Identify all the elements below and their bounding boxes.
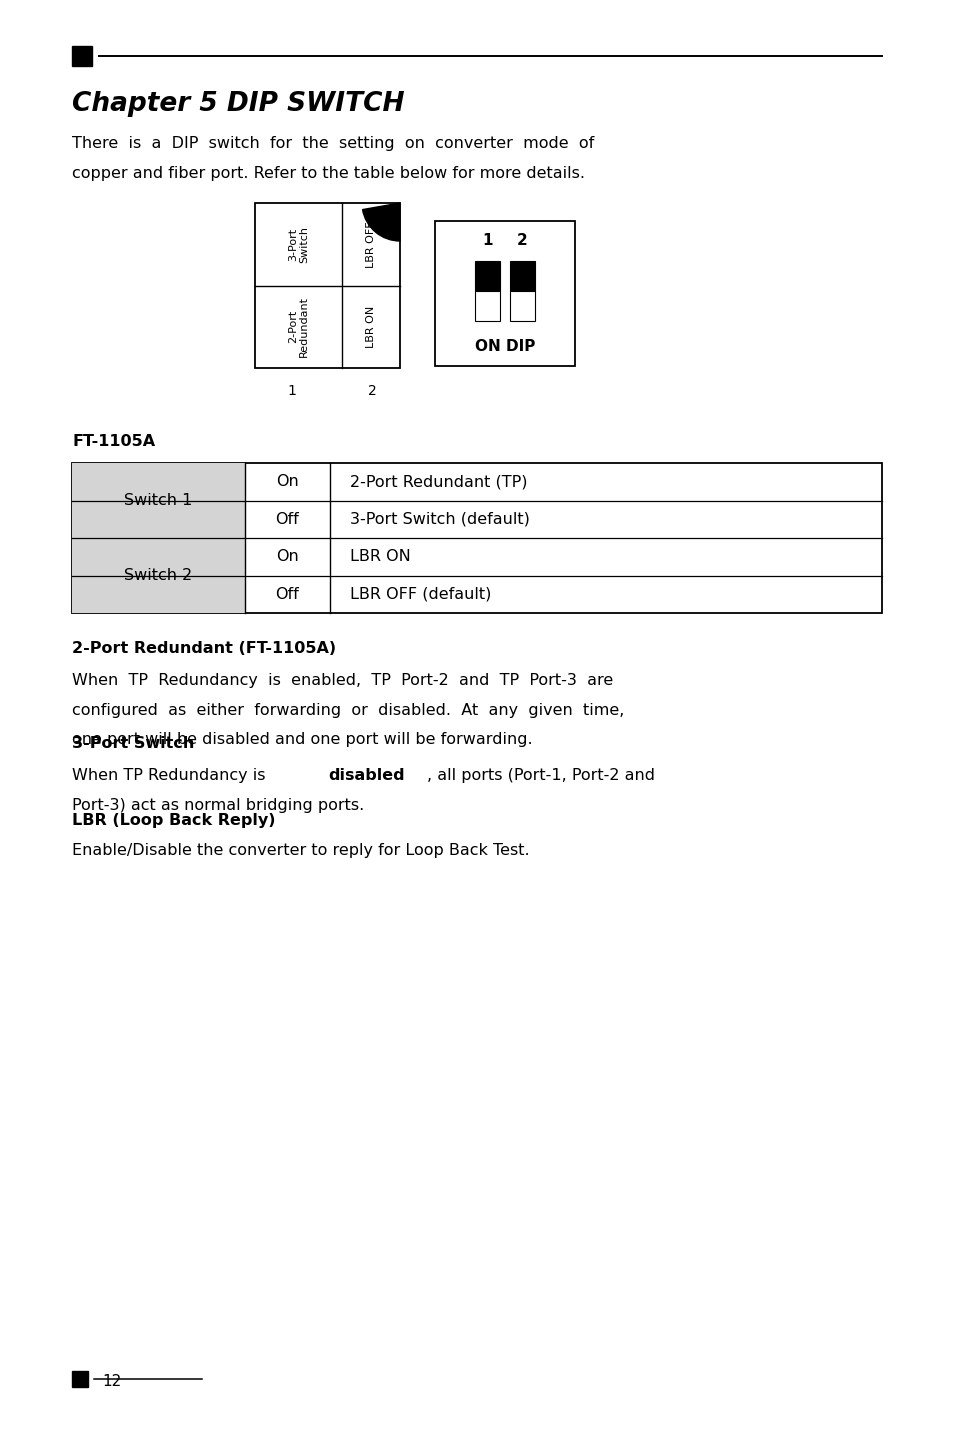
Text: 1: 1 [482,233,493,248]
Bar [475,260,499,290]
Text: , all ports (Port-1, Port-2 and: , all ports (Port-1, Port-2 and [427,768,655,783]
Text: Chapter 5 DIP SWITCH: Chapter 5 DIP SWITCH [71,92,404,117]
Text: 2: 2 [517,233,527,248]
Text: LBR (Loop Back Reply): LBR (Loop Back Reply) [71,813,275,829]
Text: LBR OFF: LBR OFF [366,220,375,268]
Bar [71,538,245,612]
Text: Switch 1: Switch 1 [124,494,193,508]
Bar [71,46,91,66]
Text: Enable/Disable the converter to reply for Loop Back Test.: Enable/Disable the converter to reply fo… [71,843,529,859]
Text: 2-Port
Redundant: 2-Port Redundant [288,296,309,358]
Bar [510,290,535,321]
Bar [71,464,882,612]
Text: 2-Port Redundant (FT-1105A): 2-Port Redundant (FT-1105A) [71,641,335,655]
Text: On: On [275,474,298,489]
Text: ON DIP: ON DIP [475,339,535,353]
Text: When  TP  Redundancy  is  enabled,  TP  Port-2  and  TP  Port-3  are: When TP Redundancy is enabled, TP Port-2… [71,673,613,688]
Bar [254,203,399,368]
Text: 3-Port Switch (default): 3-Port Switch (default) [350,512,529,527]
Text: Off: Off [275,587,299,602]
Text: On: On [275,550,298,564]
Bar [71,1371,88,1387]
Text: copper and fiber port. Refer to the table below for more details.: copper and fiber port. Refer to the tabl… [71,166,584,180]
Text: 1: 1 [287,384,296,398]
Text: Switch 2: Switch 2 [124,568,193,582]
Text: one port will be disabled and one port will be forwarding.: one port will be disabled and one port w… [71,733,532,747]
Bar [510,260,535,290]
Text: 3-Port
Switch: 3-Port Switch [288,226,309,263]
Text: disabled: disabled [328,768,404,783]
Text: LBR ON: LBR ON [350,550,411,564]
Text: 3-Port Switch: 3-Port Switch [71,736,194,751]
Text: 12: 12 [102,1374,121,1390]
Text: LBR OFF (default): LBR OFF (default) [350,587,491,602]
Text: Port-3) act as normal bridging ports.: Port-3) act as normal bridging ports. [71,797,364,813]
Text: 2: 2 [367,384,376,398]
Text: configured  as  either  forwarding  or  disabled.  At  any  given  time,: configured as either forwarding or disab… [71,703,623,717]
Text: FT-1105A: FT-1105A [71,434,155,449]
Text: When TP Redundancy is: When TP Redundancy is [71,768,271,783]
Text: LBR ON: LBR ON [366,306,375,348]
Text: Off: Off [275,512,299,527]
Text: There  is  a  DIP  switch  for  the  setting  on  converter  mode  of: There is a DIP switch for the setting on… [71,136,594,152]
Text: 2-Port Redundant (TP): 2-Port Redundant (TP) [350,474,527,489]
Wedge shape [362,203,399,240]
Bar [71,464,245,538]
Bar [475,290,499,321]
Bar [435,220,575,366]
